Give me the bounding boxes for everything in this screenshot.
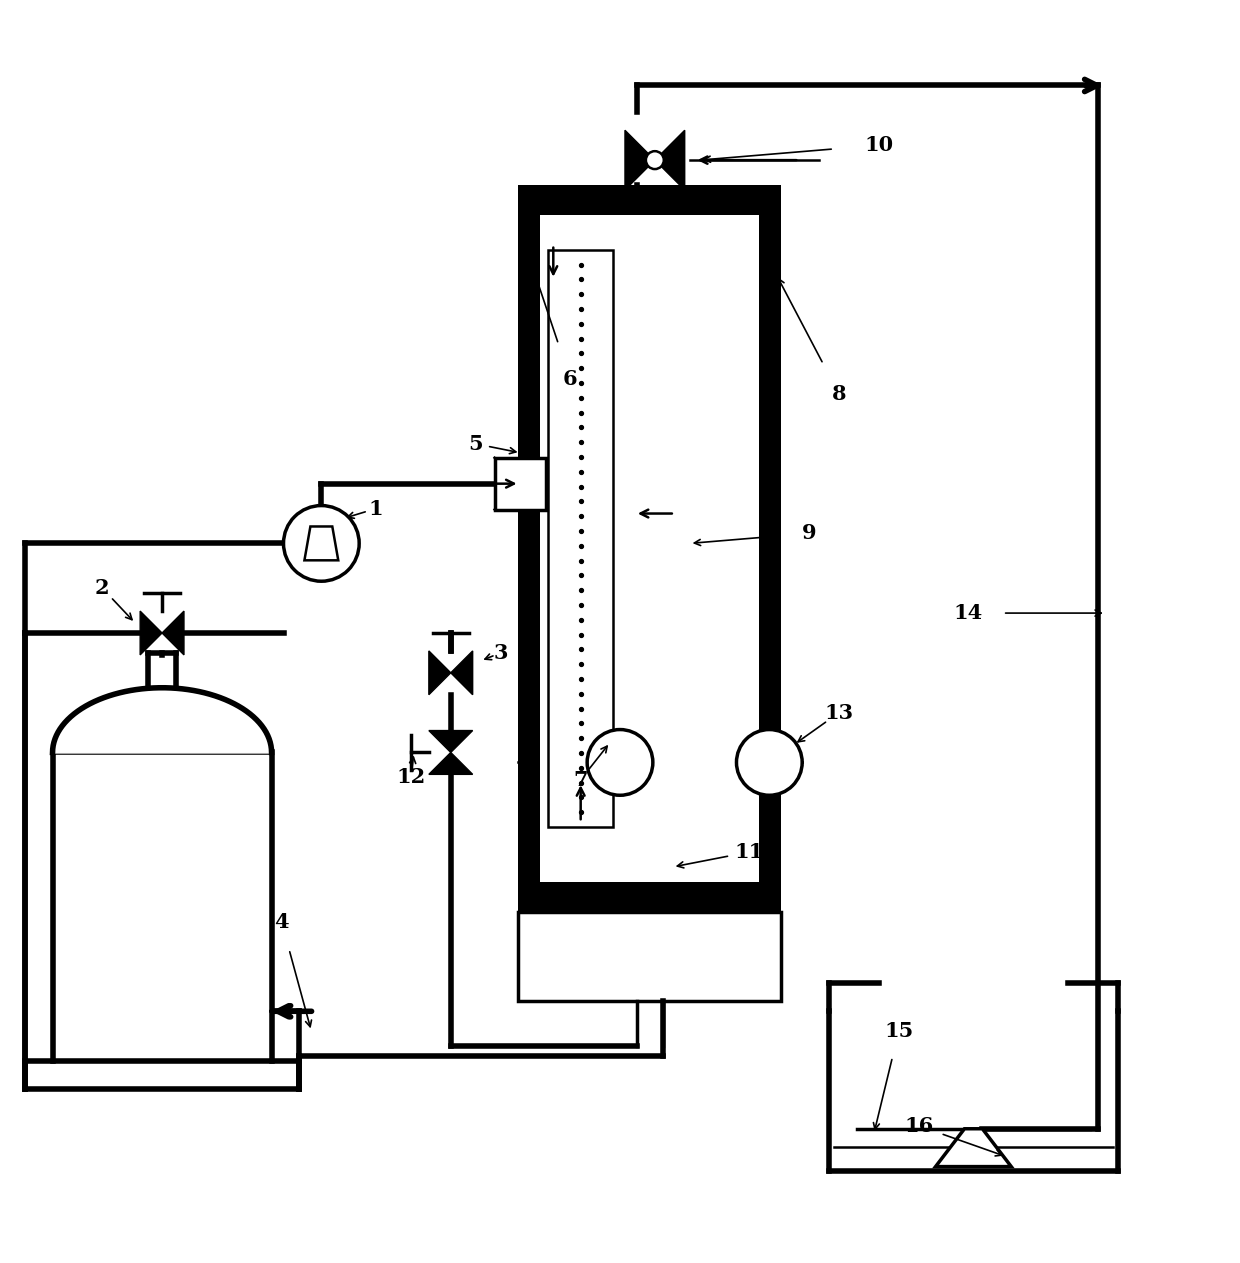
Polygon shape xyxy=(429,650,451,695)
Circle shape xyxy=(646,152,663,169)
Polygon shape xyxy=(429,730,472,753)
Text: 4: 4 xyxy=(274,912,289,932)
Text: 9: 9 xyxy=(802,523,816,543)
Polygon shape xyxy=(162,611,184,655)
Circle shape xyxy=(588,730,652,796)
Bar xyxy=(495,457,547,509)
Circle shape xyxy=(737,730,802,796)
Polygon shape xyxy=(451,650,472,695)
Bar xyxy=(541,215,759,882)
Text: 8: 8 xyxy=(832,384,846,404)
Bar xyxy=(548,250,613,827)
Bar xyxy=(518,193,781,904)
Bar xyxy=(518,912,781,1002)
Text: 5: 5 xyxy=(469,434,482,453)
Text: 16: 16 xyxy=(904,1115,934,1135)
Text: 3: 3 xyxy=(494,643,508,663)
Polygon shape xyxy=(625,130,655,189)
Polygon shape xyxy=(140,611,162,655)
Text: 7: 7 xyxy=(573,770,588,791)
Bar xyxy=(52,753,272,1061)
Polygon shape xyxy=(935,1129,1012,1167)
Circle shape xyxy=(284,505,360,581)
Text: 14: 14 xyxy=(954,604,983,623)
Text: 12: 12 xyxy=(397,768,425,787)
Bar xyxy=(518,882,781,912)
Polygon shape xyxy=(429,753,472,774)
Polygon shape xyxy=(655,130,684,189)
Text: 11: 11 xyxy=(735,842,764,863)
Text: 6: 6 xyxy=(563,369,578,389)
Bar xyxy=(518,184,781,215)
Text: 13: 13 xyxy=(825,702,853,722)
Text: 1: 1 xyxy=(368,499,383,519)
Text: 2: 2 xyxy=(95,578,109,599)
Text: 15: 15 xyxy=(884,1022,914,1041)
Polygon shape xyxy=(305,527,339,561)
Text: 10: 10 xyxy=(864,135,893,155)
